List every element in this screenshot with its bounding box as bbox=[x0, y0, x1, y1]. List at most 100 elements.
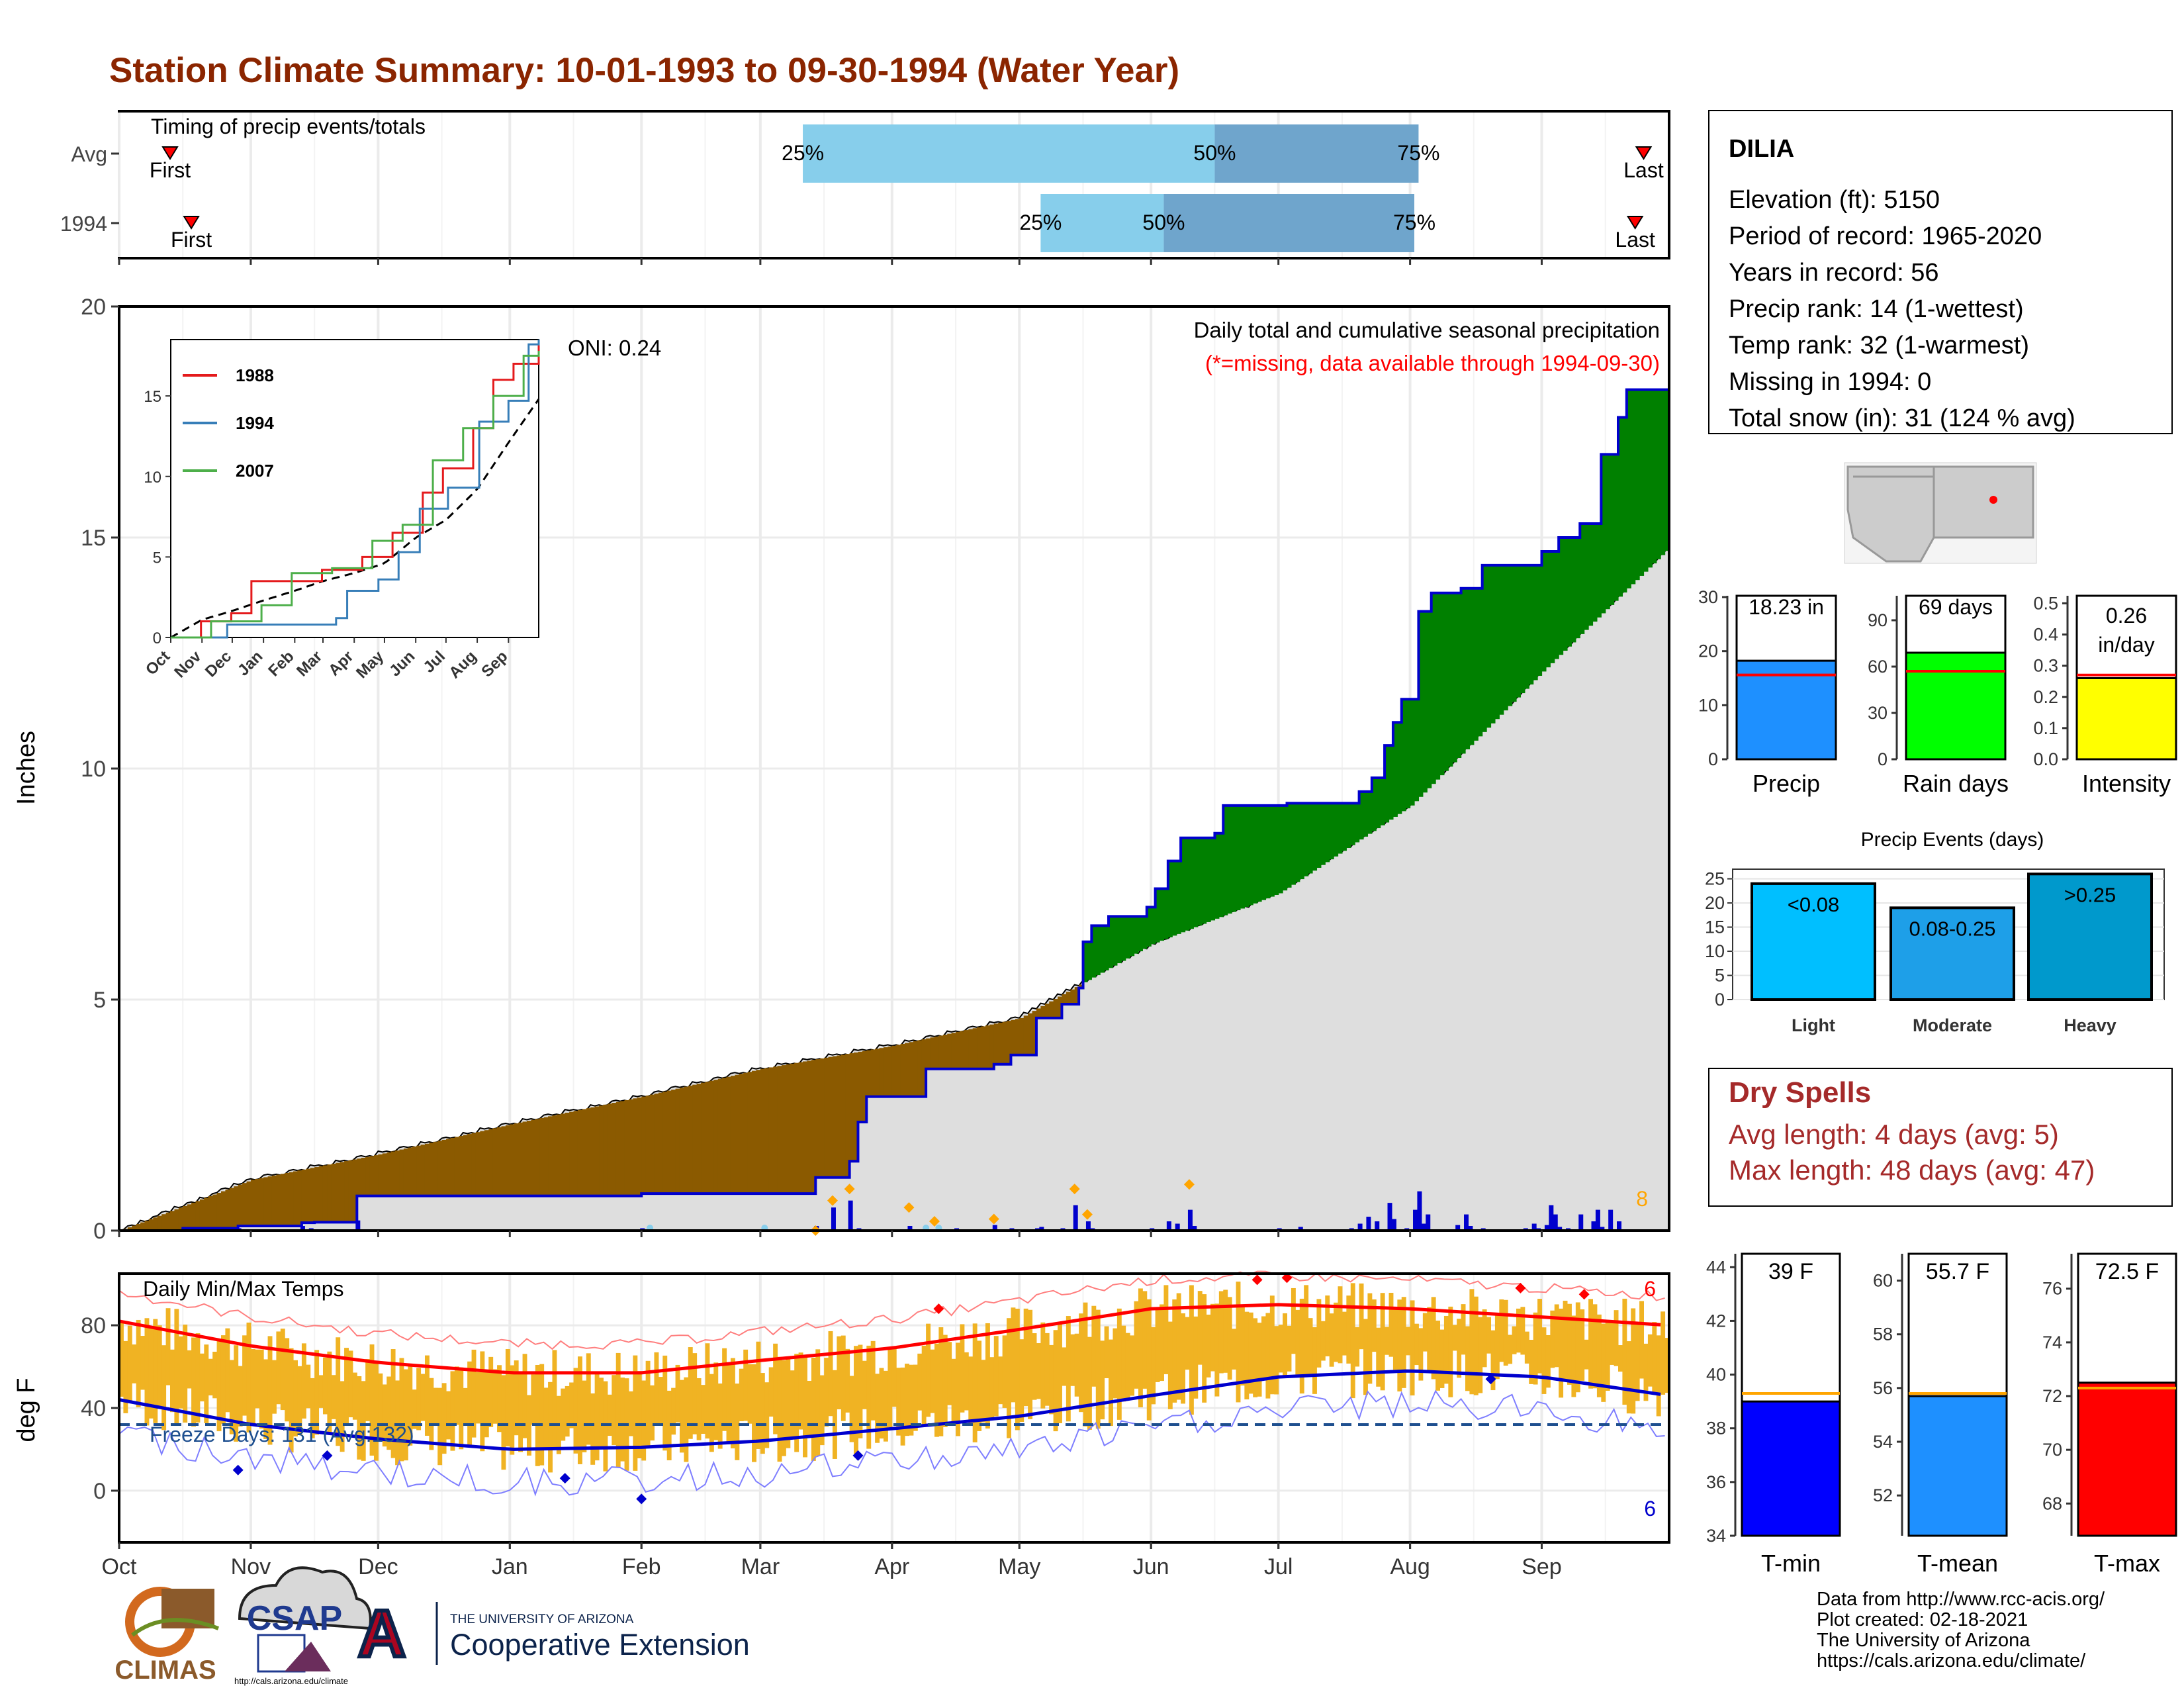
surplus-area bbox=[1494, 565, 1500, 720]
daily-temp-bar bbox=[926, 1323, 931, 1417]
daily-temp-bar bbox=[1414, 1323, 1419, 1366]
ua-logo: A THE UNIVERSITY OF ARIZONA Cooperative … bbox=[356, 1595, 750, 1673]
surplus-area bbox=[1508, 565, 1513, 706]
daily-temp-bar bbox=[896, 1368, 901, 1436]
daily-temp-bar bbox=[1299, 1298, 1304, 1394]
daily-temp-bar bbox=[1312, 1327, 1317, 1394]
deficit-area bbox=[717, 1078, 723, 1194]
mini-ytick-label: 0 bbox=[1878, 749, 1888, 769]
daily-temp-bar bbox=[722, 1348, 727, 1431]
daily-temp-bar bbox=[692, 1353, 698, 1434]
timing-label: Timing of precip events/totals bbox=[151, 115, 426, 138]
deficit-area bbox=[276, 1174, 281, 1227]
daily-precip-bar bbox=[1591, 1221, 1596, 1231]
deficit-area bbox=[505, 1125, 510, 1196]
daily-temp-bar bbox=[1015, 1308, 1020, 1430]
daily-temp-bar bbox=[1457, 1319, 1462, 1378]
daily-temp-bar bbox=[539, 1364, 545, 1466]
daily-temp-bar bbox=[1584, 1339, 1589, 1370]
daily-temp-bar bbox=[1614, 1310, 1619, 1366]
daily-temp-bar bbox=[1422, 1313, 1428, 1352]
daily-temp-bar bbox=[229, 1360, 234, 1434]
dry-spells-box: Dry Spells Avg length: 4 days (avg: 5) M… bbox=[1708, 1068, 2173, 1207]
daily-temp-bar bbox=[424, 1355, 430, 1436]
surplus-area bbox=[1443, 592, 1449, 771]
deficit-area bbox=[497, 1127, 502, 1196]
surplus-area bbox=[1265, 805, 1271, 899]
deficit-area bbox=[582, 1109, 587, 1196]
deficit-area bbox=[896, 1045, 901, 1097]
surplus-area bbox=[1614, 454, 1619, 601]
mini-bar-label: Rain days bbox=[1903, 770, 2009, 797]
month-label-sep: Sep bbox=[1522, 1554, 1562, 1579]
daily-temp-bar bbox=[1197, 1291, 1203, 1365]
surplus-area bbox=[1439, 592, 1445, 776]
daily-temp-bar bbox=[183, 1325, 188, 1423]
record-low-marker bbox=[322, 1450, 333, 1461]
daily-temp-bar bbox=[174, 1309, 179, 1426]
timing-first-marker bbox=[183, 216, 200, 230]
surplus-area bbox=[1575, 538, 1580, 639]
deficit-area bbox=[569, 1111, 574, 1196]
deficit-area bbox=[208, 1196, 213, 1229]
deficit-area bbox=[998, 1022, 1003, 1064]
daily-temp-bar bbox=[1580, 1309, 1585, 1381]
daily-temp-bar bbox=[1058, 1322, 1062, 1424]
daily-temp-bar bbox=[794, 1354, 799, 1452]
daily-temp-bar bbox=[191, 1337, 196, 1427]
daily-temp-bar bbox=[331, 1375, 336, 1419]
deficit-area bbox=[756, 1070, 761, 1194]
deficit-area bbox=[488, 1129, 494, 1196]
avg-tmax-line bbox=[118, 1303, 1661, 1375]
daily-temp-bar bbox=[960, 1324, 965, 1413]
daily-temp-bar bbox=[879, 1368, 884, 1439]
daily-temp-bar bbox=[1189, 1285, 1194, 1415]
tbar-ytick-label: 38 bbox=[1706, 1419, 1726, 1438]
daily-temp-bar bbox=[1320, 1321, 1326, 1361]
daily-temp-bar bbox=[650, 1385, 655, 1441]
timing-last-marker bbox=[1635, 146, 1653, 160]
daily-precip-bar bbox=[1085, 1221, 1091, 1231]
snow-event-marker bbox=[903, 1202, 915, 1213]
deficit-area bbox=[522, 1121, 527, 1196]
surplus-area bbox=[1503, 565, 1508, 711]
daily-temp-bar bbox=[756, 1341, 761, 1449]
inset-ytick-label: 0 bbox=[153, 630, 161, 647]
deficit-area bbox=[301, 1169, 306, 1223]
surplus-area bbox=[1172, 861, 1177, 936]
deficit-area bbox=[212, 1194, 218, 1229]
surplus-area bbox=[1130, 916, 1135, 957]
deficit-area bbox=[373, 1155, 379, 1196]
deficit-area bbox=[174, 1209, 179, 1231]
surplus-area bbox=[1091, 925, 1097, 978]
daily-temp-bar bbox=[1605, 1321, 1610, 1391]
mini-ytick-label: 0.2 bbox=[2033, 687, 2058, 707]
deficit-area bbox=[518, 1122, 523, 1196]
daily-temp-bar bbox=[819, 1375, 825, 1446]
record-high-marker bbox=[933, 1303, 944, 1315]
daily-temp-bar bbox=[552, 1350, 557, 1448]
deficit-area bbox=[701, 1082, 706, 1194]
record-low-marker bbox=[1485, 1374, 1496, 1385]
deficit-area bbox=[743, 1072, 749, 1194]
daily-precip-bar bbox=[1608, 1209, 1614, 1231]
surplus-area bbox=[1155, 888, 1160, 943]
deficit-area bbox=[514, 1123, 519, 1196]
mini-bar-label: Intensity bbox=[2082, 770, 2171, 797]
events-bar-heavy bbox=[2027, 872, 2153, 1001]
daily-temp-bar bbox=[1461, 1304, 1466, 1355]
deficit-area bbox=[730, 1076, 735, 1194]
surplus-area bbox=[1457, 592, 1462, 759]
daily-precip-bar bbox=[1039, 1227, 1044, 1231]
daily-temp-bar bbox=[306, 1364, 311, 1409]
surplus-area bbox=[1223, 805, 1228, 915]
daily-temp-bar bbox=[1202, 1294, 1207, 1403]
daily-temp-bar bbox=[1316, 1299, 1322, 1368]
surplus-area bbox=[1422, 611, 1428, 793]
daily-temp-bar bbox=[501, 1375, 506, 1470]
deficit-area bbox=[607, 1103, 612, 1196]
daily-temp-bar bbox=[420, 1374, 426, 1421]
surplus-area bbox=[1304, 803, 1309, 876]
deficit-area bbox=[501, 1126, 506, 1196]
station-info-line: Period of record: 1965-2020 bbox=[1729, 222, 2042, 250]
